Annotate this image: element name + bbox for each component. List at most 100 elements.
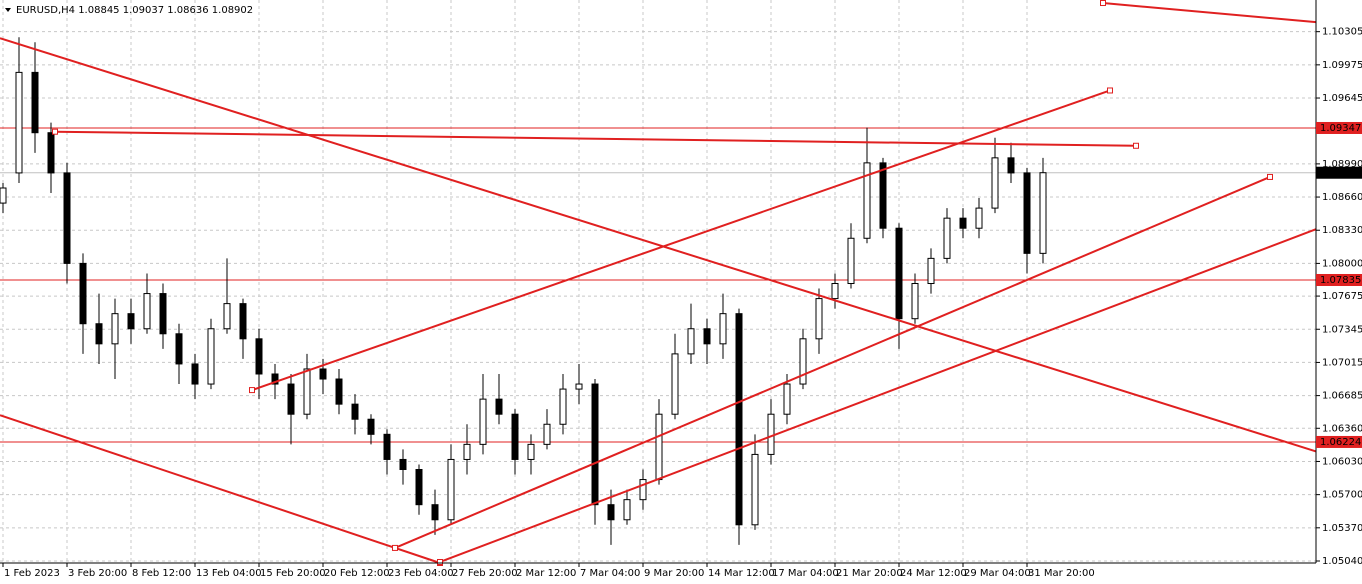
y-tick-label: 1.07015 [1322, 357, 1362, 368]
y-tick-label: 1.05040 [1322, 556, 1362, 567]
candle-body [239, 303, 247, 340]
candle-body [63, 172, 71, 264]
level-label-box [1316, 273, 1362, 286]
candle-body [639, 479, 647, 501]
candle-body [863, 162, 871, 239]
trendline [251, 89, 1111, 392]
candle-body [47, 132, 55, 174]
x-tick-label: 3 Feb 20:00 [68, 568, 127, 579]
axes: 1.10305 1.09975 1.09645 1.08990 1.08660 1.083… [2, 27, 1362, 579]
trendline [394, 176, 1271, 549]
candle-body [495, 398, 503, 415]
candle-body [175, 333, 183, 365]
candle-body [527, 443, 535, 460]
level-label-box [1316, 121, 1362, 134]
trendline [1102, 2, 1317, 24]
candle-body [511, 413, 519, 460]
y-tick-label: 1.09645 [1322, 93, 1362, 104]
trendline-handle [249, 387, 255, 394]
y-tick-label: 1.08000 [1322, 258, 1362, 269]
y-tick-label: 1.08330 [1322, 225, 1362, 236]
candle-body [415, 469, 423, 506]
candle-body [1039, 172, 1047, 254]
x-tick-label: 9 Mar 20:00 [644, 568, 704, 579]
trendline [0, 414, 441, 564]
candle-body [335, 378, 343, 405]
candle-body [959, 217, 967, 229]
y-tick-label: 1.05370 [1322, 523, 1362, 534]
x-tick-label: 13 Feb 04:00 [196, 568, 262, 579]
candle-body [79, 262, 87, 325]
y-tick-label: 1.06030 [1322, 456, 1362, 467]
candle-body [687, 328, 695, 355]
x-tick-label: 7 Mar 04:00 [580, 568, 640, 579]
x-tick-label: 17 Mar 04:00 [772, 568, 839, 579]
x-tick-label: 24 Mar 12:00 [900, 568, 967, 579]
y-tick-label: 1.08990 [1322, 159, 1362, 170]
candle-body [799, 338, 807, 385]
trendline [54, 130, 1137, 147]
trendline-handle [1100, 0, 1106, 7]
x-tick-label: 2 Mar 12:00 [516, 568, 576, 579]
y-tick-label: 1.09975 [1322, 60, 1362, 71]
candle-body [159, 293, 167, 335]
x-tick-label: 15 Feb 20:00 [260, 568, 326, 579]
x-tick-label: 1 Feb 2023 [4, 568, 60, 579]
y-tick-label: 1.07345 [1322, 324, 1362, 335]
candle-body [655, 413, 663, 481]
current-price-label: 1.08902 [1320, 168, 1361, 179]
candle-body [127, 313, 135, 330]
trendline [0, 37, 1317, 453]
x-tick-label: 21 Mar 20:00 [836, 568, 903, 579]
candle-body [95, 323, 103, 345]
candle-body [879, 162, 887, 229]
candle-body [975, 207, 983, 229]
candle-body [111, 313, 119, 345]
candle-body [143, 293, 151, 330]
candle-body [479, 398, 487, 445]
candle-body [831, 283, 839, 300]
candle-body [1007, 157, 1015, 174]
candle-body [911, 283, 919, 320]
candle-body [287, 383, 295, 415]
trendline-handle [52, 128, 58, 135]
y-tick-label: 1.08660 [1322, 192, 1362, 203]
y-tick-label: 1.10305 [1322, 27, 1362, 38]
candle-body [223, 303, 231, 330]
x-tick-label: 23 Feb 04:00 [388, 568, 454, 579]
trendline-handle [392, 544, 398, 551]
candle-body [991, 157, 999, 209]
candle-body [383, 433, 391, 460]
plot [0, 0, 1317, 566]
current-price-box [1316, 166, 1362, 179]
candle-body [671, 353, 679, 415]
trendline-handle [1107, 87, 1113, 94]
candle-body [559, 388, 567, 425]
candle-body [191, 363, 199, 385]
level-label: 1.07835 [1320, 275, 1361, 286]
x-tick-label: 8 Feb 12:00 [132, 568, 191, 579]
candle-body [271, 373, 279, 385]
candle-body [751, 453, 759, 526]
candle-body [735, 313, 743, 526]
menu-arrow[interactable] [5, 8, 11, 12]
candle-body [255, 338, 263, 375]
x-tick-label: 29 Mar 04:00 [964, 568, 1031, 579]
candle-body [543, 423, 551, 445]
trendline-handle [437, 558, 443, 565]
level-label: 1.06224 [1320, 437, 1361, 448]
candle-body [591, 383, 599, 506]
candle-body [927, 257, 935, 285]
candle-body [575, 383, 583, 390]
candle-body [0, 187, 7, 204]
candle-body [31, 71, 39, 134]
candle-body [447, 458, 455, 521]
candle-body [783, 383, 791, 415]
candle-body [367, 418, 375, 435]
trendline [439, 228, 1317, 563]
candle-body [895, 227, 903, 320]
candle-body [767, 413, 775, 455]
x-tick-label: 20 Feb 12:00 [324, 568, 390, 579]
